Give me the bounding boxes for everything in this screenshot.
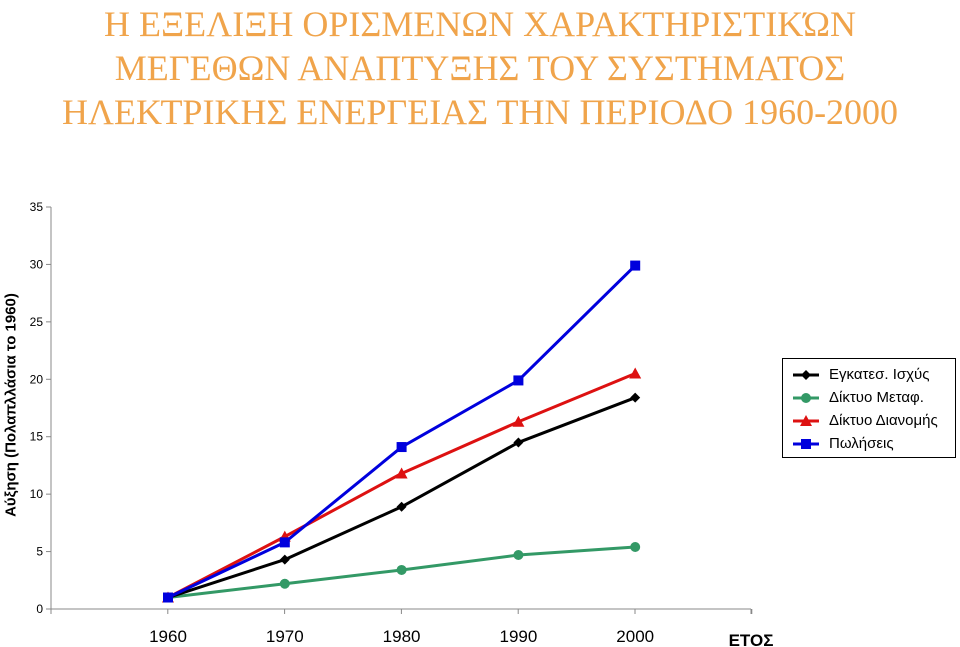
y-tick-label: 30	[30, 257, 44, 271]
data-point	[279, 537, 290, 548]
legend-swatch	[793, 392, 819, 403]
data-point	[279, 554, 290, 565]
data-point	[630, 541, 641, 552]
y-tick-label: 20	[30, 372, 44, 386]
data-point	[630, 392, 641, 403]
x-tick-label: 1990	[499, 627, 537, 646]
y-tick-label: 15	[30, 430, 44, 444]
x-tick-label: 1960	[149, 627, 187, 646]
legend-swatch	[793, 438, 819, 449]
data-point	[396, 442, 407, 453]
y-tick-label: 0	[36, 602, 43, 616]
data-point	[513, 437, 524, 448]
legend-item: Δίκτυο Μεταφ.	[783, 386, 955, 409]
legend-item: Πωλήσεις	[783, 432, 955, 455]
y-tick-label: 5	[36, 545, 43, 559]
legend-label: Εγκατεσ. Ισχύς	[829, 366, 930, 383]
chart-title-line: Η ΕΞΕΛΙΞΗ ΟΡΙΣΜΕΝΩΝ ΧΑΡΑΚΤΗΡΙΣΤΙΚΏΝ	[104, 4, 856, 44]
data-point	[163, 592, 173, 603]
data-point	[630, 260, 641, 271]
data-point	[512, 415, 525, 427]
chart-legend: Εγκατεσ. Ισχύς Δίκτυο Μεταφ. Δίκτυο Διανομ…	[782, 358, 956, 458]
y-tick-label: 10	[30, 487, 44, 501]
legend-item: Εγκατεσ. Ισχύς	[783, 363, 955, 386]
data-point	[395, 467, 408, 479]
legend-item: Δίκτυο Διανομής	[783, 409, 955, 432]
y-tick-label: 35	[30, 200, 44, 214]
series-line	[167, 264, 637, 599]
legend-label: Δίκτυο Μεταφ.	[829, 389, 924, 406]
chart-title-line: ΜΕΓΕΘΩΝ ΑΝΑΠΤΥΞΗΣ ΤΟΥ ΣΥΣΤΗΜΑΤΟΣ	[114, 48, 846, 88]
data-point	[396, 501, 407, 512]
data-point	[513, 550, 524, 561]
x-tick-label: 1980	[383, 627, 421, 646]
data-point	[513, 375, 524, 386]
data-point	[629, 367, 642, 379]
legend-label: Δίκτυο Διανομής	[829, 412, 938, 429]
chart-title-line: ΗΛΕΚΤΡΙΚΗΣ ΕΝΕΡΓΕΙΑΣ ΤΗΝ ΠΕΡΙΟΔΟ 1960-20…	[61, 92, 899, 132]
legend-label: Πωλήσεις	[829, 435, 894, 452]
legend-swatch	[793, 414, 819, 426]
x-axis-label: ΕΤΟΣ	[729, 631, 774, 647]
legend-swatch	[793, 369, 819, 380]
x-tick-label: 1970	[266, 627, 304, 646]
data-point	[396, 564, 407, 575]
x-tick-label: 2000	[616, 627, 654, 646]
data-point	[279, 578, 290, 589]
y-tick-label: 25	[30, 315, 44, 329]
chart-title: Η ΕΞΕΛΙΞΗ ΟΡΙΣΜΕΝΩΝ ΧΑΡΑΚΤΗΡΙΣΤΙΚΏΝ ΜΕΓΕ…	[0, 2, 960, 134]
